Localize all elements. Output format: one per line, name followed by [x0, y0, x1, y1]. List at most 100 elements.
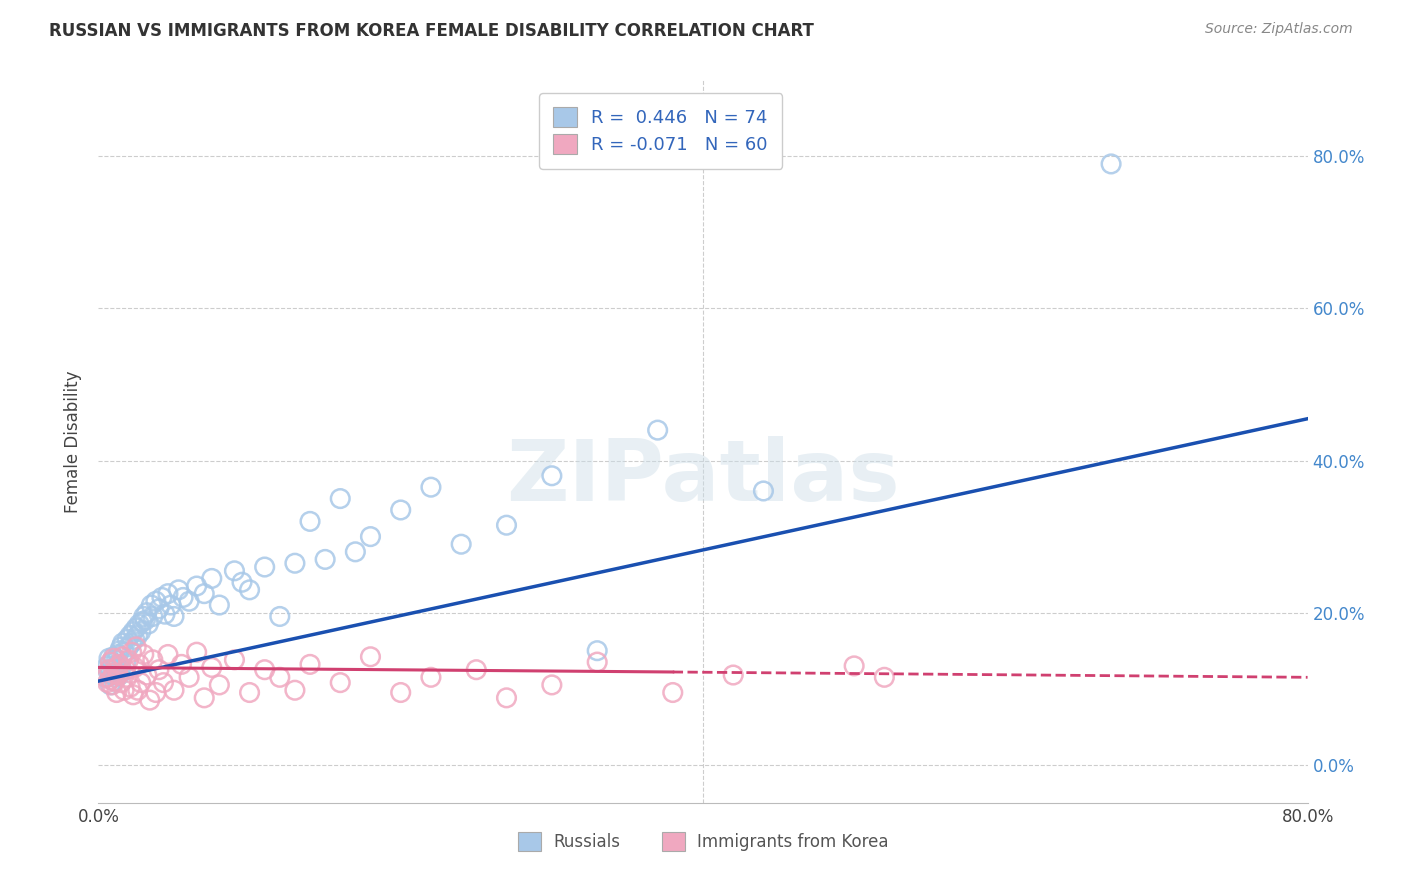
Point: [420, 670, 443, 684]
Point: [148, 663, 170, 677]
Point: [125, 640, 148, 654]
Point: [100, 673, 122, 687]
Point: [103, 651, 125, 665]
Point: [107, 668, 129, 682]
Point: [121, 636, 143, 650]
Point: [360, 649, 382, 664]
Text: Source: ZipAtlas.com: Source: ZipAtlas.com: [1205, 22, 1353, 37]
Point: [108, 643, 131, 657]
Point: [120, 680, 142, 694]
Point: [284, 683, 307, 698]
Point: [135, 606, 157, 620]
Point: [201, 660, 224, 674]
Point: [193, 587, 215, 601]
Point: [873, 670, 896, 684]
Point: [101, 655, 124, 669]
Point: [98, 651, 121, 665]
Point: [253, 663, 276, 677]
Point: [127, 683, 149, 698]
Point: [118, 640, 141, 654]
Point: [153, 607, 176, 622]
Point: [269, 670, 291, 684]
Point: [253, 560, 276, 574]
Point: [124, 660, 146, 674]
Point: [586, 655, 609, 669]
Point: [208, 678, 231, 692]
Point: [1099, 157, 1122, 171]
Point: [115, 632, 138, 647]
Point: [107, 648, 129, 662]
Point: [135, 668, 157, 682]
Point: [201, 571, 224, 585]
Point: [752, 483, 775, 498]
Point: [127, 628, 149, 642]
Point: [142, 609, 165, 624]
Point: [103, 666, 125, 681]
Point: [124, 632, 146, 647]
Point: [152, 675, 174, 690]
Point: [105, 653, 128, 667]
Point: [239, 685, 262, 699]
Point: [314, 552, 336, 566]
Point: [239, 582, 262, 597]
Point: [105, 665, 128, 679]
Point: [647, 423, 669, 437]
Point: [104, 670, 127, 684]
Point: [179, 594, 201, 608]
Point: [107, 657, 129, 672]
Point: [118, 653, 141, 667]
Point: [112, 645, 135, 659]
Point: [101, 668, 124, 682]
Point: [145, 594, 167, 608]
Point: [586, 643, 609, 657]
Point: [110, 640, 132, 654]
Point: [96, 675, 118, 690]
Point: [844, 659, 866, 673]
Point: [96, 659, 118, 673]
Point: [101, 678, 124, 692]
Point: [208, 598, 231, 612]
Point: [105, 660, 128, 674]
Point: [329, 491, 352, 506]
Point: [299, 657, 322, 672]
Point: [329, 675, 352, 690]
Point: [104, 660, 127, 674]
Point: [495, 518, 517, 533]
Point: [139, 693, 162, 707]
Point: [360, 530, 382, 544]
Point: [129, 675, 152, 690]
Point: [129, 624, 152, 639]
Point: [94, 670, 117, 684]
Point: [170, 657, 193, 672]
Point: [100, 663, 122, 677]
Point: [122, 624, 145, 639]
Point: [128, 617, 150, 632]
Point: [465, 663, 488, 677]
Point: [100, 678, 122, 692]
Point: [103, 649, 125, 664]
Point: [114, 663, 136, 677]
Point: [142, 653, 165, 667]
Point: [179, 670, 201, 684]
Point: [104, 674, 127, 689]
Point: [134, 613, 156, 627]
Text: RUSSIAN VS IMMIGRANTS FROM KOREA FEMALE DISABILITY CORRELATION CHART: RUSSIAN VS IMMIGRANTS FROM KOREA FEMALE …: [49, 22, 814, 40]
Point: [224, 653, 246, 667]
Point: [495, 690, 517, 705]
Point: [450, 537, 472, 551]
Point: [120, 628, 142, 642]
Legend: Russials, Immigrants from Korea: Russials, Immigrants from Korea: [509, 823, 897, 860]
Point: [100, 655, 122, 669]
Point: [186, 579, 208, 593]
Point: [156, 587, 179, 601]
Y-axis label: Female Disability: Female Disability: [65, 370, 83, 513]
Point: [193, 690, 215, 705]
Point: [299, 515, 322, 529]
Point: [661, 685, 683, 699]
Point: [114, 655, 136, 669]
Point: [103, 674, 125, 689]
Point: [98, 666, 121, 681]
Point: [136, 617, 159, 632]
Text: ZIPatlas: ZIPatlas: [506, 436, 900, 519]
Point: [167, 582, 190, 597]
